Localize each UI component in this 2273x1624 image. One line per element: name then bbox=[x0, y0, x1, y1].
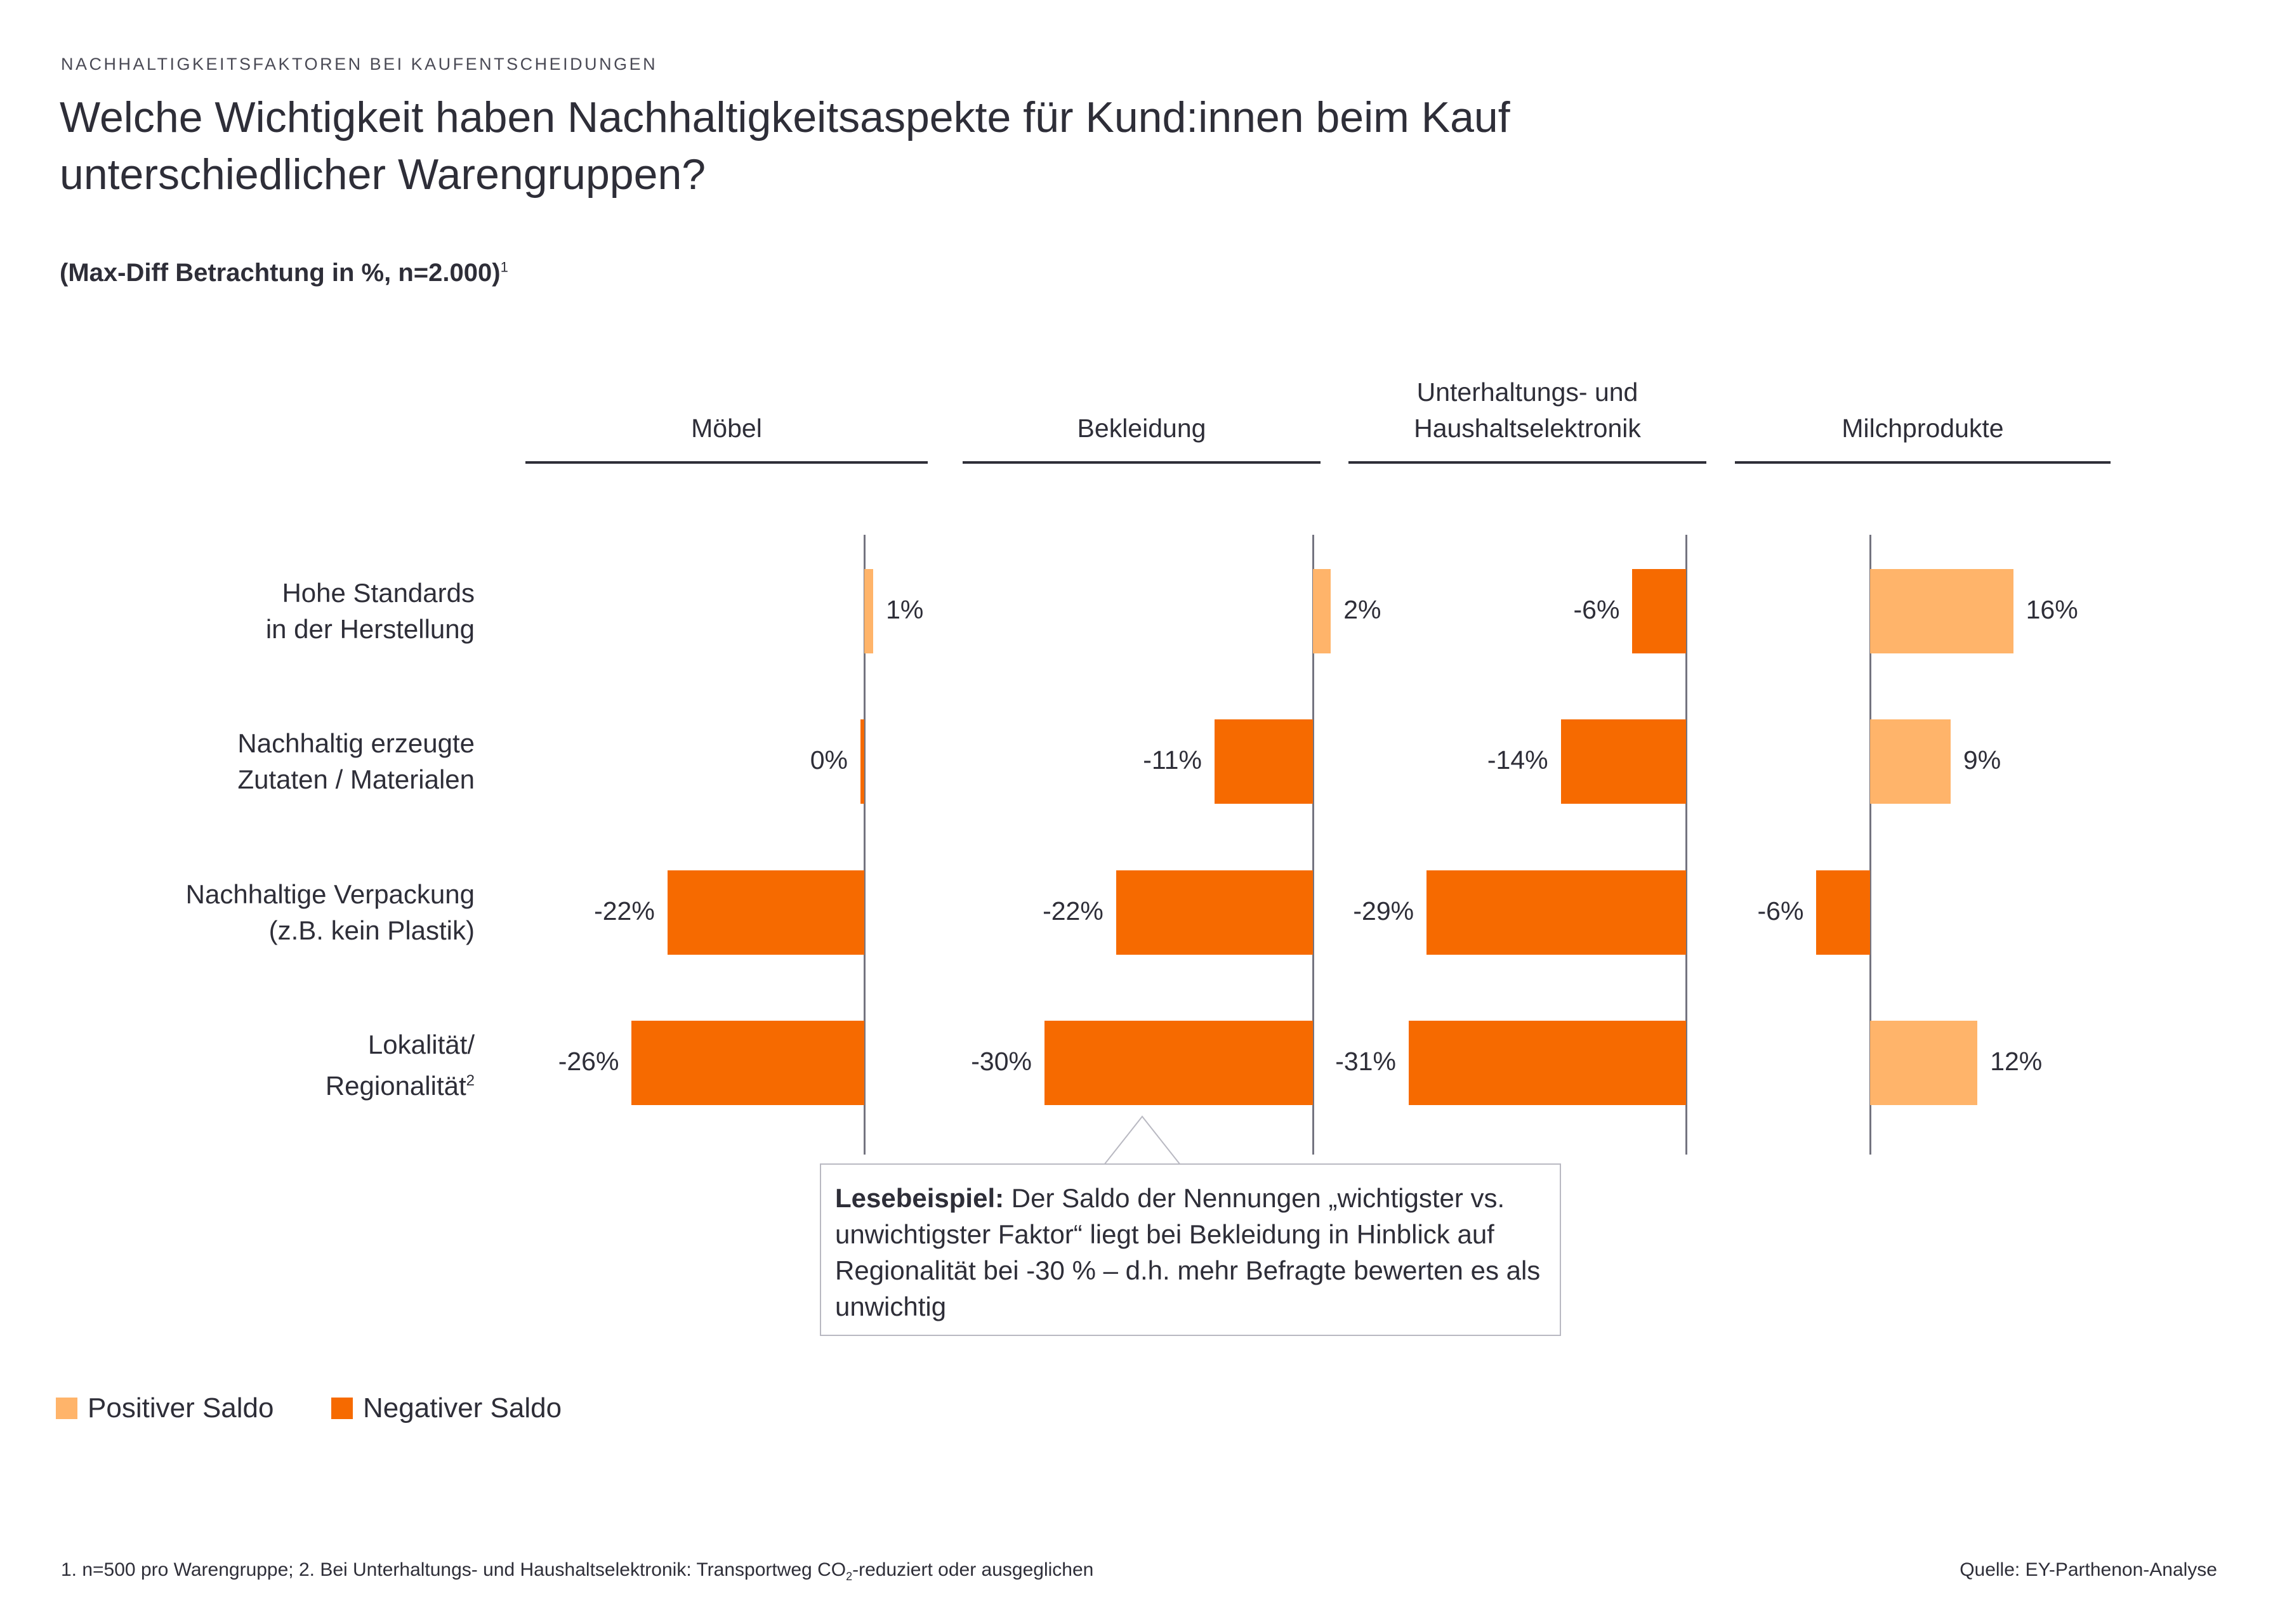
data-label: -30% bbox=[971, 1047, 1032, 1076]
bar bbox=[1560, 719, 1686, 804]
column-header-line: Möbel bbox=[691, 414, 762, 443]
column-header-line: Haushaltselektronik bbox=[1414, 414, 1641, 443]
column-header-3: Unterhaltungs- und Haushaltselektronik bbox=[1348, 370, 1706, 447]
row-label-4: Lokalität/Regionalität2 bbox=[0, 1026, 475, 1104]
reading-example-callout: Lesebeispiel: Der Saldo der Nennungen „w… bbox=[820, 1163, 1561, 1336]
row-label-line: Hohe Standards bbox=[282, 578, 475, 608]
row-label-line: (z.B. kein Plastik) bbox=[268, 915, 475, 945]
row-label-line: Regionalität2 bbox=[325, 1071, 475, 1101]
bar bbox=[1044, 1020, 1313, 1105]
legend-negative: Negativer Saldo bbox=[331, 1392, 562, 1424]
data-label: 12% bbox=[1990, 1047, 2043, 1076]
data-label: 16% bbox=[2026, 595, 2078, 624]
column-rule-2 bbox=[963, 461, 1321, 464]
column-header-4: Milchprodukte bbox=[1735, 370, 2111, 447]
page-title: Welche Wichtigkeit haben Nachhaltigkeits… bbox=[60, 93, 1510, 199]
row-label-footnote-marker: 2 bbox=[466, 1072, 475, 1089]
bar bbox=[631, 1020, 864, 1105]
bar bbox=[1632, 568, 1686, 653]
row-label-2: Nachhaltig erzeugte Zutaten / Materialen bbox=[0, 725, 475, 797]
data-label: -6% bbox=[1573, 595, 1620, 624]
zero-axis-2 bbox=[1312, 535, 1314, 1155]
legend-positive: Positiver Saldo bbox=[56, 1392, 273, 1424]
callout-pointer bbox=[1104, 1115, 1180, 1166]
legend-label-positive: Positiver Saldo bbox=[88, 1392, 274, 1424]
column-header-line: Milchprodukte bbox=[1841, 414, 2004, 443]
column-header-text: Unterhaltungs- und Haushaltselektronik bbox=[1414, 374, 1641, 447]
data-label: -22% bbox=[1043, 896, 1104, 926]
legend-swatch-negative bbox=[331, 1398, 353, 1419]
zero-axis-1 bbox=[864, 535, 866, 1155]
data-label: 1% bbox=[886, 595, 924, 624]
column-rule-3 bbox=[1348, 461, 1706, 464]
callout-heading: Lesebeispiel: bbox=[835, 1183, 1005, 1213]
bar bbox=[1870, 1020, 1978, 1105]
bar bbox=[1116, 870, 1313, 955]
column-header-line: Bekleidung bbox=[1077, 414, 1206, 443]
footnote-part-b: -reduziert oder ausgeglichen bbox=[852, 1559, 1094, 1580]
callout-text: Der Saldo der Nennungen „wichtigster vs.… bbox=[835, 1183, 1541, 1321]
column-header-text: Milchprodukte bbox=[1841, 410, 2003, 447]
chart-subtitle: (Max-Diff Betrachtung in %, n=2.000)1 bbox=[60, 259, 508, 287]
row-label-3: Nachhaltige Verpackung (z.B. kein Plastik… bbox=[0, 876, 475, 948]
bar bbox=[1214, 719, 1313, 804]
zero-axis-4 bbox=[1869, 535, 1871, 1155]
row-label-1: Hohe Standards in der Herstellung bbox=[0, 575, 475, 647]
row-label-line: Zutaten / Materialen bbox=[237, 764, 475, 794]
row-label-line: in der Herstellung bbox=[265, 614, 475, 644]
data-label: -14% bbox=[1487, 745, 1548, 775]
bar bbox=[1313, 568, 1331, 653]
data-label: -6% bbox=[1757, 896, 1804, 926]
column-header-1: Möbel bbox=[525, 370, 928, 447]
data-label: -22% bbox=[594, 896, 655, 926]
column-rule-1 bbox=[525, 461, 928, 464]
eyebrow: NACHHALTIGKEITSFAKTOREN BEI KAUFENTSCHEI… bbox=[61, 55, 658, 74]
column-header-text: Bekleidung bbox=[1077, 410, 1206, 447]
column-rule-4 bbox=[1735, 461, 2111, 464]
footnote-subscript: 2 bbox=[846, 1570, 853, 1583]
data-label: -29% bbox=[1353, 896, 1414, 926]
bar bbox=[1870, 719, 1951, 804]
column-header-line: Unterhaltungs- und bbox=[1416, 377, 1638, 407]
zero-axis-3 bbox=[1685, 535, 1687, 1155]
bar bbox=[1426, 870, 1686, 955]
bar bbox=[860, 719, 864, 804]
column-header-text: Möbel bbox=[691, 410, 762, 447]
data-label: -26% bbox=[558, 1047, 619, 1076]
footnote: 1. n=500 pro Warengruppe; 2. Bei Unterha… bbox=[61, 1559, 1093, 1583]
footnote-part-a: 1. n=500 pro Warengruppe; 2. Bei Unterha… bbox=[61, 1559, 847, 1580]
row-label-line: Lokalität/ bbox=[367, 1030, 475, 1059]
bar bbox=[1816, 870, 1870, 955]
legend-swatch-positive bbox=[56, 1398, 77, 1419]
data-label: 2% bbox=[1343, 595, 1381, 624]
bar bbox=[864, 568, 874, 653]
source-note: Quelle: EY-Parthenon-Analyse bbox=[1960, 1559, 2217, 1580]
column-header-2: Bekleidung bbox=[963, 370, 1321, 447]
subtitle-footnote-marker: 1 bbox=[500, 259, 508, 275]
bar bbox=[1870, 568, 2013, 653]
data-label: -11% bbox=[1143, 745, 1202, 775]
row-label-line: Nachhaltig erzeugte bbox=[237, 728, 475, 758]
data-label: 9% bbox=[1963, 745, 2001, 775]
legend-label-negative: Negativer Saldo bbox=[363, 1392, 562, 1424]
data-label: -31% bbox=[1335, 1047, 1396, 1076]
row-label-line: Nachhaltige Verpackung bbox=[185, 879, 475, 909]
data-label: 0% bbox=[810, 745, 848, 775]
subtitle-text: (Max-Diff Betrachtung in %, n=2.000) bbox=[60, 259, 501, 287]
bar bbox=[1408, 1020, 1686, 1105]
bar bbox=[667, 870, 864, 955]
